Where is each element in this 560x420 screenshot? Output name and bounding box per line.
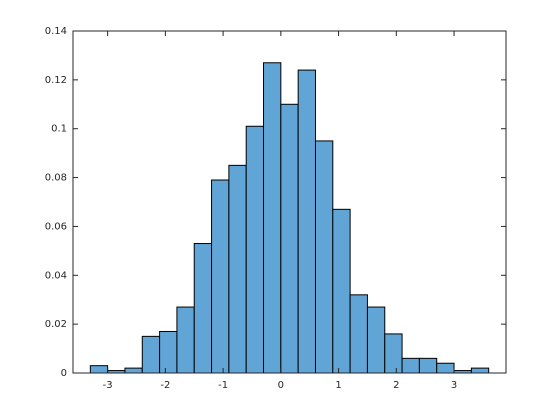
bar <box>89 365 109 374</box>
bar <box>436 362 455 374</box>
y-tick-label: 0.1 <box>51 124 67 135</box>
y-tick-label: 0.12 <box>45 75 67 86</box>
bar <box>366 306 386 374</box>
y-tick-label: 0.08 <box>45 173 67 184</box>
bar <box>401 357 420 374</box>
bar <box>332 208 351 374</box>
x-tick-label: -1 <box>218 380 228 391</box>
x-tick-label: 2 <box>393 380 399 391</box>
bar <box>470 367 490 374</box>
bar <box>211 179 230 374</box>
bar <box>263 62 282 374</box>
x-tick-label: -2 <box>160 380 170 391</box>
bar <box>384 333 403 374</box>
y-tick-label: 0.06 <box>45 221 67 232</box>
x-tick-label: -3 <box>103 380 113 391</box>
bar <box>159 330 178 374</box>
x-tick-label: 3 <box>451 380 457 391</box>
bar <box>349 294 368 374</box>
bar <box>297 69 316 374</box>
bar <box>193 243 213 374</box>
x-tick-label: 0 <box>278 380 284 391</box>
y-tick-label: 0.02 <box>45 319 67 330</box>
bar <box>418 357 438 374</box>
bar <box>141 335 161 374</box>
x-tick-label: 1 <box>335 380 341 391</box>
y-tick-label: 0.14 <box>45 26 67 37</box>
bar <box>228 164 247 374</box>
bar <box>124 367 143 374</box>
axes-box <box>72 30 507 374</box>
y-tick-label: 0.04 <box>45 270 67 281</box>
bar <box>176 306 195 374</box>
y-tick-label: 0 <box>61 368 67 379</box>
bar <box>245 125 265 374</box>
bar <box>280 103 299 374</box>
bar <box>314 140 334 374</box>
